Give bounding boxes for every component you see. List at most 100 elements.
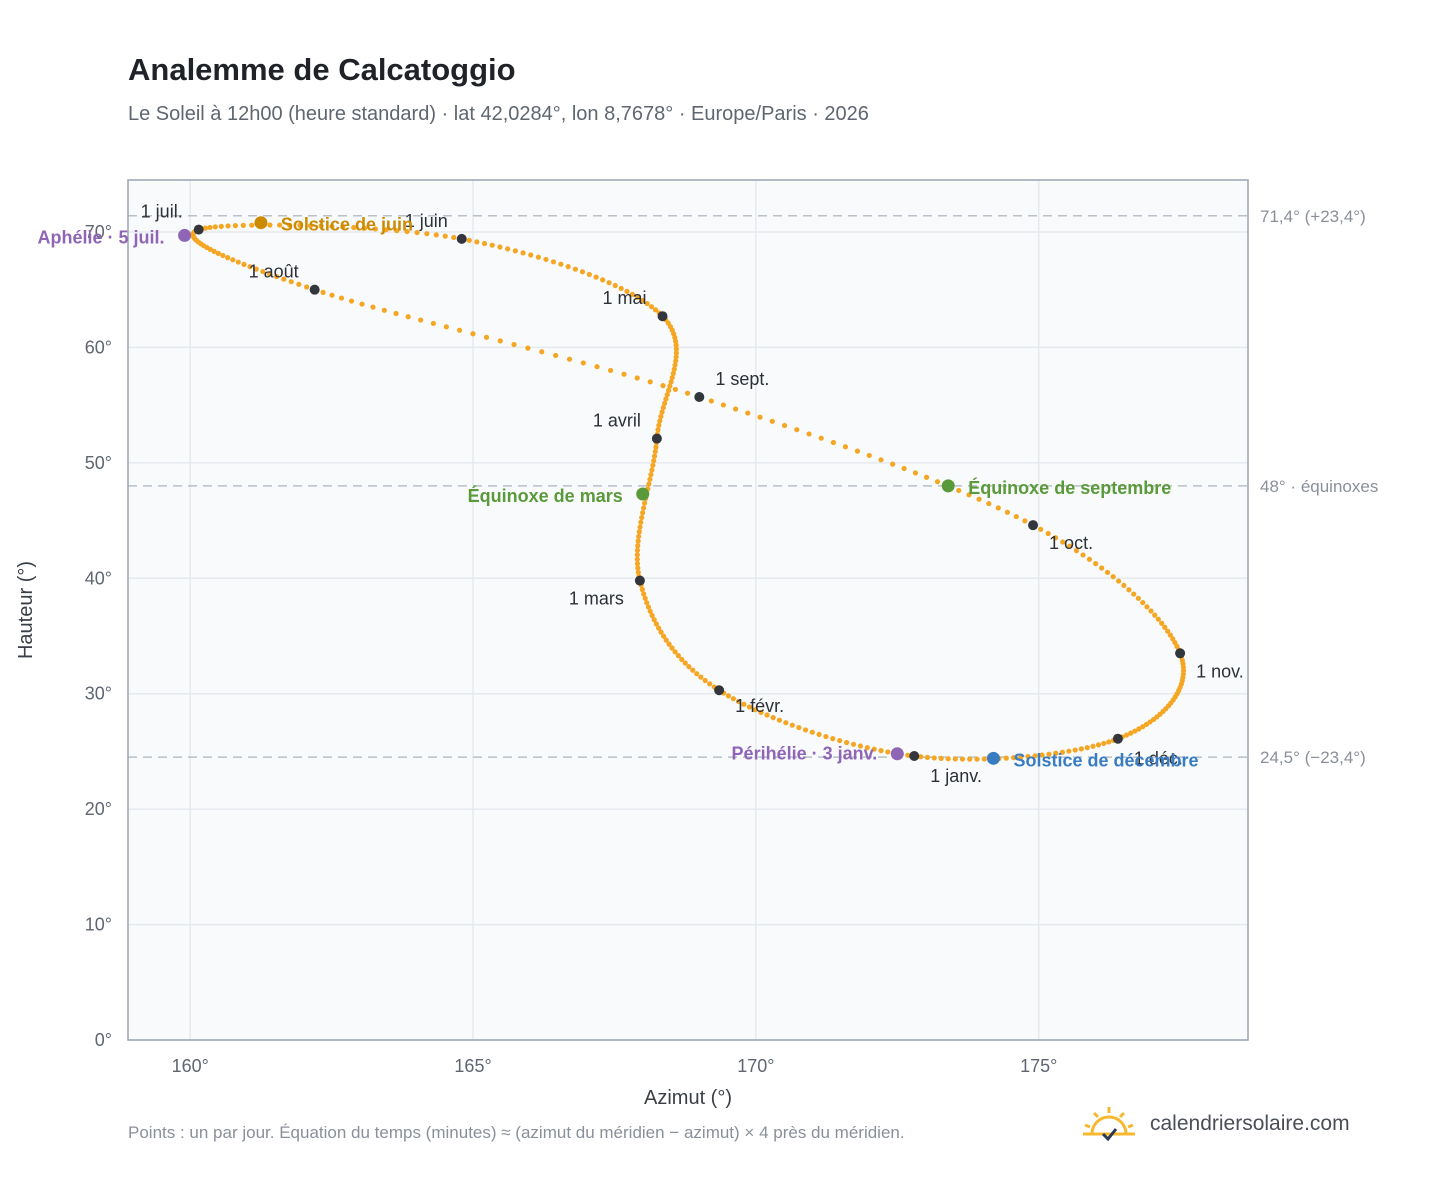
daily-sun-point [823, 733, 829, 740]
daily-sun-point [543, 256, 549, 263]
daily-sun-point [690, 667, 696, 673]
daily-sun-point [890, 461, 896, 467]
event-label: Périhélie · 3 janv. [732, 744, 878, 764]
daily-sun-point [640, 510, 646, 516]
daily-sun-point [878, 457, 884, 463]
daily-sun-point [802, 727, 809, 733]
x-tick-label: 175° [1020, 1056, 1057, 1076]
daily-sun-point [976, 496, 982, 502]
daily-sun-point [433, 232, 439, 238]
daily-sun-point [1155, 616, 1161, 622]
daily-sun-point [505, 246, 511, 252]
daily-sun-point [931, 755, 937, 761]
daily-sun-point [329, 223, 335, 230]
daily-sun-point [830, 439, 836, 446]
month-label: 1 nov. [1196, 661, 1244, 681]
brand[interactable]: calendriersolaire.com [1082, 1102, 1350, 1146]
daily-sun-point [878, 748, 884, 754]
daily-sun-point [651, 458, 657, 464]
daily-sun-point [1039, 752, 1045, 758]
reference-line-label: 71,4° (+23,4°) [1260, 207, 1366, 226]
daily-sun-point [673, 354, 679, 360]
y-tick-label: 60° [85, 337, 112, 357]
daily-sun-point [359, 301, 365, 307]
daily-sun-point [653, 444, 659, 450]
daily-sun-point [1116, 578, 1122, 584]
reference-line-label: 48° · équinoxes [1260, 477, 1378, 496]
event-label: Aphélie · 5 juil. [38, 227, 165, 247]
daily-sun-point [1093, 561, 1099, 567]
month-marker [714, 685, 725, 696]
daily-sun-point [260, 268, 266, 275]
event-marker [941, 479, 955, 493]
month-label: 1 avril [593, 411, 641, 431]
daily-sun-point [273, 273, 280, 280]
daily-sun-point [618, 285, 624, 292]
daily-sun-point [837, 737, 843, 744]
daily-sun-point [843, 739, 850, 746]
daily-sun-point [647, 608, 653, 614]
daily-sun-point [646, 481, 652, 487]
daily-sun-point [673, 346, 679, 352]
month-label: 1 sept. [715, 369, 769, 389]
daily-sun-point [600, 277, 606, 283]
daily-sun-point [405, 314, 411, 320]
daily-sun-point [1106, 739, 1112, 745]
daily-sun-point [1053, 750, 1059, 756]
daily-sun-point [981, 756, 987, 762]
daily-sun-point [381, 307, 387, 313]
daily-sun-point [661, 400, 668, 406]
daily-sun-point [647, 476, 653, 482]
daily-sun-point [1025, 753, 1031, 760]
daily-sun-point [642, 595, 648, 601]
daily-sun-point [663, 637, 669, 643]
daily-sun-point [769, 418, 775, 424]
daily-sun-point [511, 341, 517, 348]
daily-sun-point [673, 350, 679, 356]
daily-sun-point [579, 269, 586, 275]
daily-sun-point [211, 248, 217, 254]
daily-sun-point [1144, 604, 1150, 610]
daily-sun-point [550, 259, 557, 265]
plot-area [128, 180, 1248, 1040]
daily-sun-point [912, 470, 919, 476]
daily-sun-point [497, 338, 503, 344]
daily-sun-point [240, 222, 246, 228]
daily-sun-point [287, 222, 293, 228]
daily-sun-point [288, 279, 294, 285]
month-marker [193, 224, 204, 235]
daily-sun-point [639, 586, 645, 593]
daily-sun-point [901, 465, 907, 472]
x-axis-label: Azimut (°) [644, 1087, 732, 1109]
daily-sun-point [1078, 746, 1084, 752]
daily-sun-point [225, 223, 231, 229]
daily-sun-point [1132, 728, 1138, 734]
daily-sun-point [277, 222, 283, 228]
event-label: Solstice de juin [281, 215, 413, 235]
daily-sun-point [1052, 535, 1059, 541]
daily-sun-point [638, 519, 644, 525]
x-tick-label: 170° [737, 1056, 774, 1076]
daily-sun-point [757, 414, 763, 420]
daily-sun-point [1090, 743, 1096, 749]
daily-sun-point [663, 396, 669, 402]
daily-sun-point [340, 224, 346, 230]
daily-sun-point [297, 222, 303, 228]
daily-sun-point [481, 240, 488, 247]
daily-sun-point [816, 731, 822, 738]
daily-sun-point [304, 284, 310, 290]
daily-sun-point [1004, 509, 1011, 515]
daily-sun-point [648, 304, 655, 310]
daily-sun-point [1143, 721, 1150, 727]
daily-sun-point [636, 533, 642, 540]
month-label: 1 janv. [930, 766, 982, 786]
daily-sun-point [720, 402, 727, 408]
event-marker [986, 751, 1000, 765]
daily-sun-point [635, 538, 641, 544]
daily-sun-point [470, 331, 476, 337]
daily-sun-point [660, 405, 666, 411]
daily-sun-point [1165, 628, 1171, 634]
daily-sun-point [362, 225, 368, 231]
daily-sun-point [404, 228, 410, 235]
